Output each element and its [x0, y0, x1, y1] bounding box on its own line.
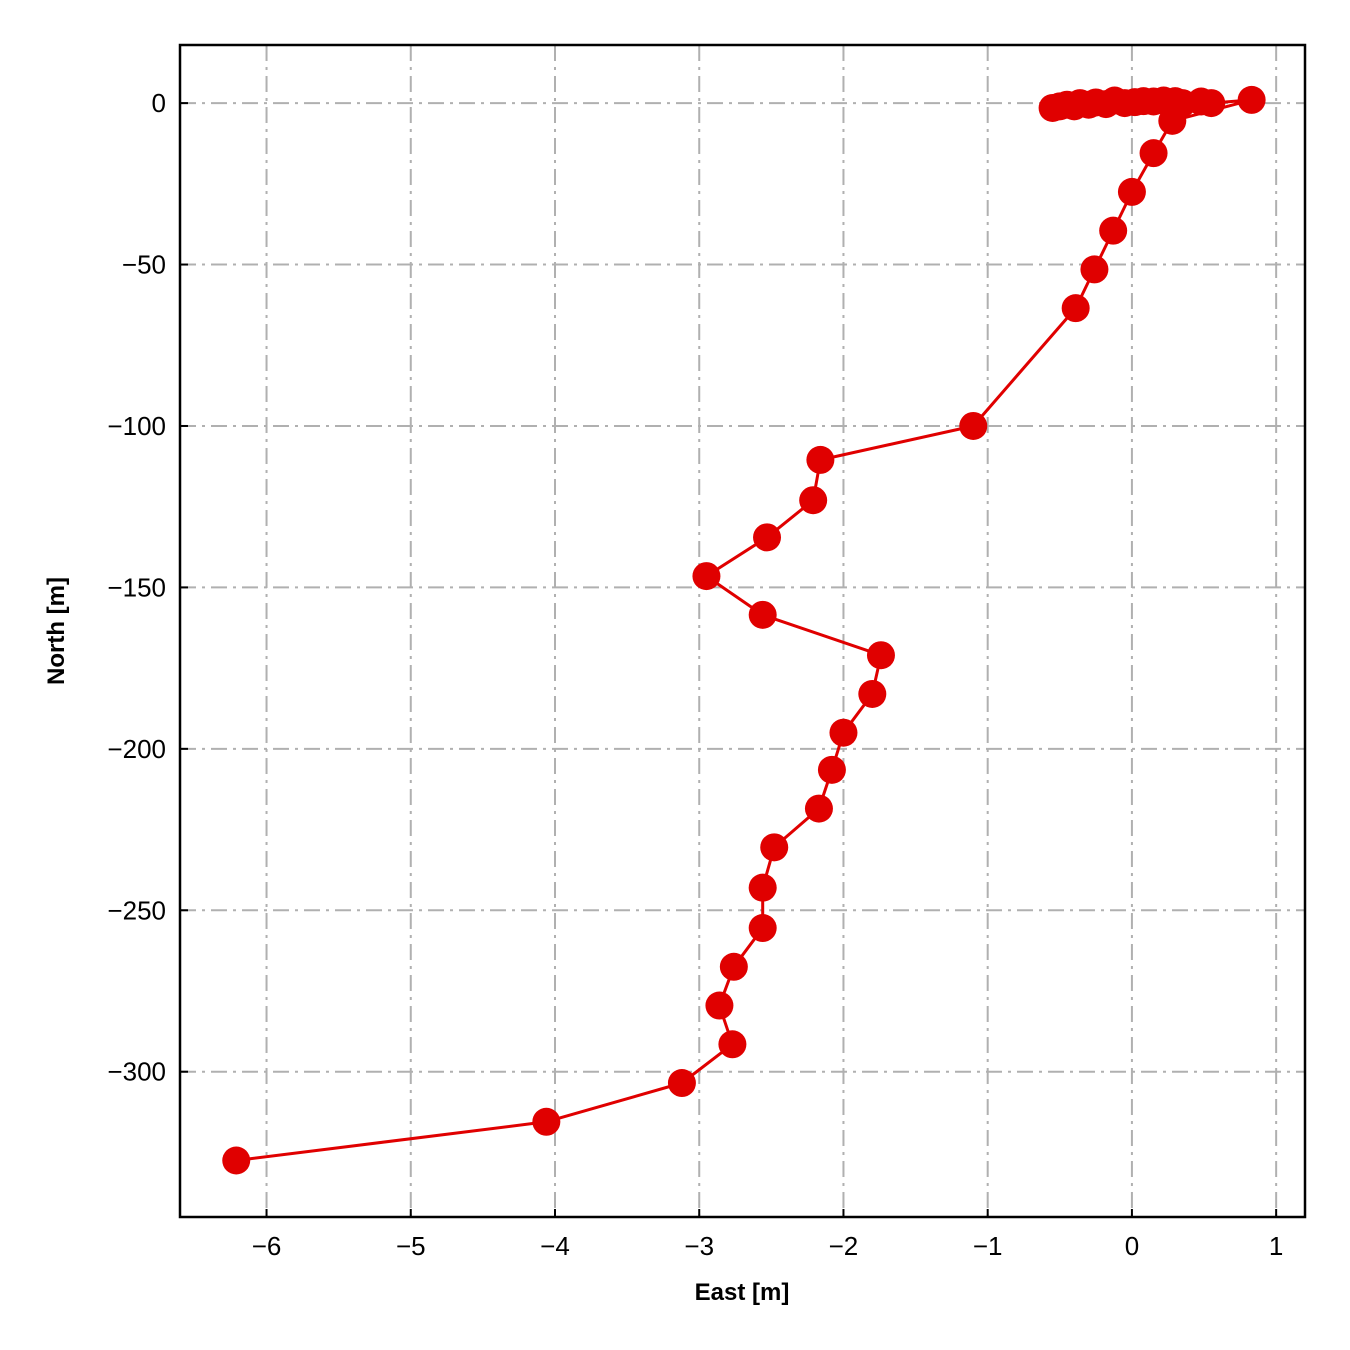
y-tick-label: −100 — [107, 411, 166, 441]
x-tick-label: 0 — [1125, 1231, 1139, 1261]
data-point — [748, 914, 777, 943]
x-axis-title: East [m] — [695, 1279, 790, 1306]
data-point — [748, 873, 777, 902]
data-point — [799, 486, 828, 515]
grid — [180, 45, 1305, 1217]
data-point — [667, 1069, 696, 1098]
data-point — [705, 991, 734, 1020]
plot-frame — [178, 43, 1307, 1219]
data-point — [692, 562, 721, 591]
data-point — [760, 833, 789, 862]
data-point — [1158, 106, 1187, 135]
y-tick-label: 0 — [152, 88, 166, 118]
x-tick-label: −3 — [684, 1231, 714, 1261]
data-point — [1139, 139, 1168, 168]
y-tick-label: −200 — [107, 734, 166, 764]
x-tick-label: 1 — [1269, 1231, 1283, 1261]
data-point — [719, 952, 748, 981]
data-point — [1237, 85, 1266, 114]
x-tick-label: −4 — [540, 1231, 570, 1261]
y-axis-title: North [m] — [43, 577, 70, 685]
data-point — [718, 1030, 747, 1059]
data-point — [1117, 177, 1146, 206]
data-point — [817, 755, 846, 784]
data-point — [1080, 255, 1109, 284]
x-tick-label: −6 — [252, 1231, 282, 1261]
y-tick-label: −50 — [122, 250, 166, 280]
data-point — [806, 445, 835, 474]
x-tick-label: −2 — [829, 1231, 859, 1261]
data-point — [1061, 294, 1090, 323]
data-point — [804, 794, 833, 823]
data-point — [959, 411, 988, 440]
y-tick-label: −300 — [107, 1057, 166, 1087]
data-point — [858, 679, 887, 708]
data-point — [748, 600, 777, 629]
x-tick-label: −1 — [973, 1231, 1003, 1261]
data-point — [1197, 89, 1226, 118]
data-point — [1099, 216, 1128, 245]
data-point — [532, 1107, 561, 1136]
data-series — [222, 85, 1266, 1175]
y-tick-label: −150 — [107, 572, 166, 602]
data-point — [829, 718, 858, 747]
data-point — [753, 523, 782, 552]
ticks: −6 −5 −4 −3 −2 −1 0 1 0 −50 −100 −150 −200 −250 −300 — [107, 88, 1283, 1261]
x-tick-label: −5 — [396, 1231, 426, 1261]
y-tick-label: −250 — [107, 895, 166, 925]
data-point — [866, 641, 895, 670]
data-point — [222, 1146, 251, 1175]
